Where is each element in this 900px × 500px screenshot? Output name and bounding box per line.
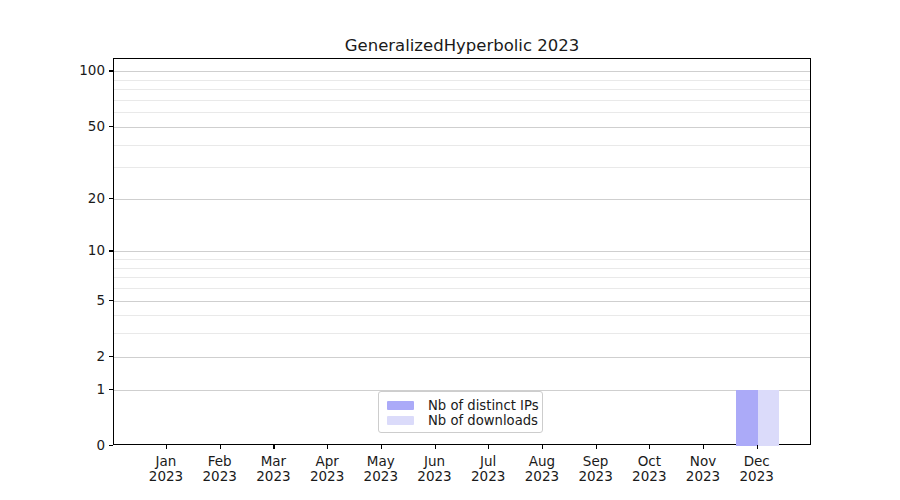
x-tick-label: Feb 2023 [193, 454, 247, 483]
legend-item-distinct-ips: Nb of distinct IPs [387, 398, 533, 413]
chart-title: GeneralizedHyperbolic 2023 [113, 36, 811, 55]
y-gridline-major [114, 357, 810, 358]
bar-distinct-ips [736, 390, 758, 446]
legend: Nb of distinct IPs Nb of downloads [378, 391, 543, 433]
x-tick-label: Aug 2023 [515, 454, 569, 483]
x-tick-label: Dec 2023 [730, 454, 784, 483]
x-axis-tick [381, 445, 382, 449]
y-tick-label: 2 [51, 349, 105, 363]
y-gridline-minor [114, 145, 810, 146]
y-axis-tick [109, 198, 113, 199]
y-axis-tick [109, 250, 113, 251]
x-tick-label: Sep 2023 [569, 454, 623, 483]
x-axis-tick [327, 445, 328, 449]
y-tick-label: 5 [51, 293, 105, 307]
y-gridline-minor [114, 315, 810, 316]
y-gridline-minor [114, 89, 810, 90]
y-gridline-major [114, 71, 810, 72]
y-gridline-minor [114, 100, 810, 101]
y-tick-label: 100 [51, 63, 105, 77]
x-axis-tick [596, 445, 597, 449]
y-tick-label: 1 [51, 382, 105, 396]
y-tick-label: 50 [51, 119, 105, 133]
legend-swatch-distinct-ips [387, 401, 414, 410]
y-gridline-major [114, 251, 810, 252]
x-axis-tick [757, 445, 758, 449]
x-tick-label: Jan 2023 [139, 454, 193, 483]
y-gridline-minor [114, 259, 810, 260]
x-tick-label: May 2023 [354, 454, 408, 483]
y-gridline-major [114, 127, 810, 128]
plot-area [113, 58, 811, 445]
y-gridline-minor [114, 80, 810, 81]
y-axis-tick [109, 389, 113, 390]
x-axis-tick [435, 445, 436, 449]
y-gridline-minor [114, 112, 810, 113]
x-axis-tick [649, 445, 650, 449]
legend-label-downloads: Nb of downloads [428, 413, 538, 428]
x-tick-label: Mar 2023 [246, 454, 300, 483]
legend-swatch-downloads [387, 416, 414, 425]
x-tick-label: Oct 2023 [622, 454, 676, 483]
y-tick-label: 0 [51, 438, 105, 452]
y-axis-tick [109, 445, 113, 446]
x-axis-tick [488, 445, 489, 449]
y-gridline-minor [114, 277, 810, 278]
y-axis-tick [109, 70, 113, 71]
x-axis-tick [273, 445, 274, 449]
y-gridline-minor [114, 167, 810, 168]
y-axis-tick [109, 356, 113, 357]
y-gridline-major [114, 301, 810, 302]
y-tick-label: 20 [51, 191, 105, 205]
y-gridline-minor [114, 333, 810, 334]
legend-label-distinct-ips: Nb of distinct IPs [428, 398, 539, 413]
x-axis-tick [220, 445, 221, 449]
y-gridline-minor [114, 268, 810, 269]
x-tick-label: Apr 2023 [300, 454, 354, 483]
x-tick-label: Jul 2023 [461, 454, 515, 483]
x-tick-label: Nov 2023 [676, 454, 730, 483]
y-axis-tick [109, 300, 113, 301]
x-tick-label: Jun 2023 [408, 454, 462, 483]
x-axis-tick [542, 445, 543, 449]
x-axis-tick [166, 445, 167, 449]
y-gridline-minor [114, 288, 810, 289]
legend-item-downloads: Nb of downloads [387, 413, 533, 428]
y-tick-label: 10 [51, 243, 105, 257]
chart-figure: GeneralizedHyperbolic 2023 0 1 2 5 10 20 50 100… [0, 0, 900, 500]
y-gridline-major [114, 199, 810, 200]
x-axis-tick [703, 445, 704, 449]
bar-downloads [758, 390, 780, 446]
y-axis-tick [109, 126, 113, 127]
